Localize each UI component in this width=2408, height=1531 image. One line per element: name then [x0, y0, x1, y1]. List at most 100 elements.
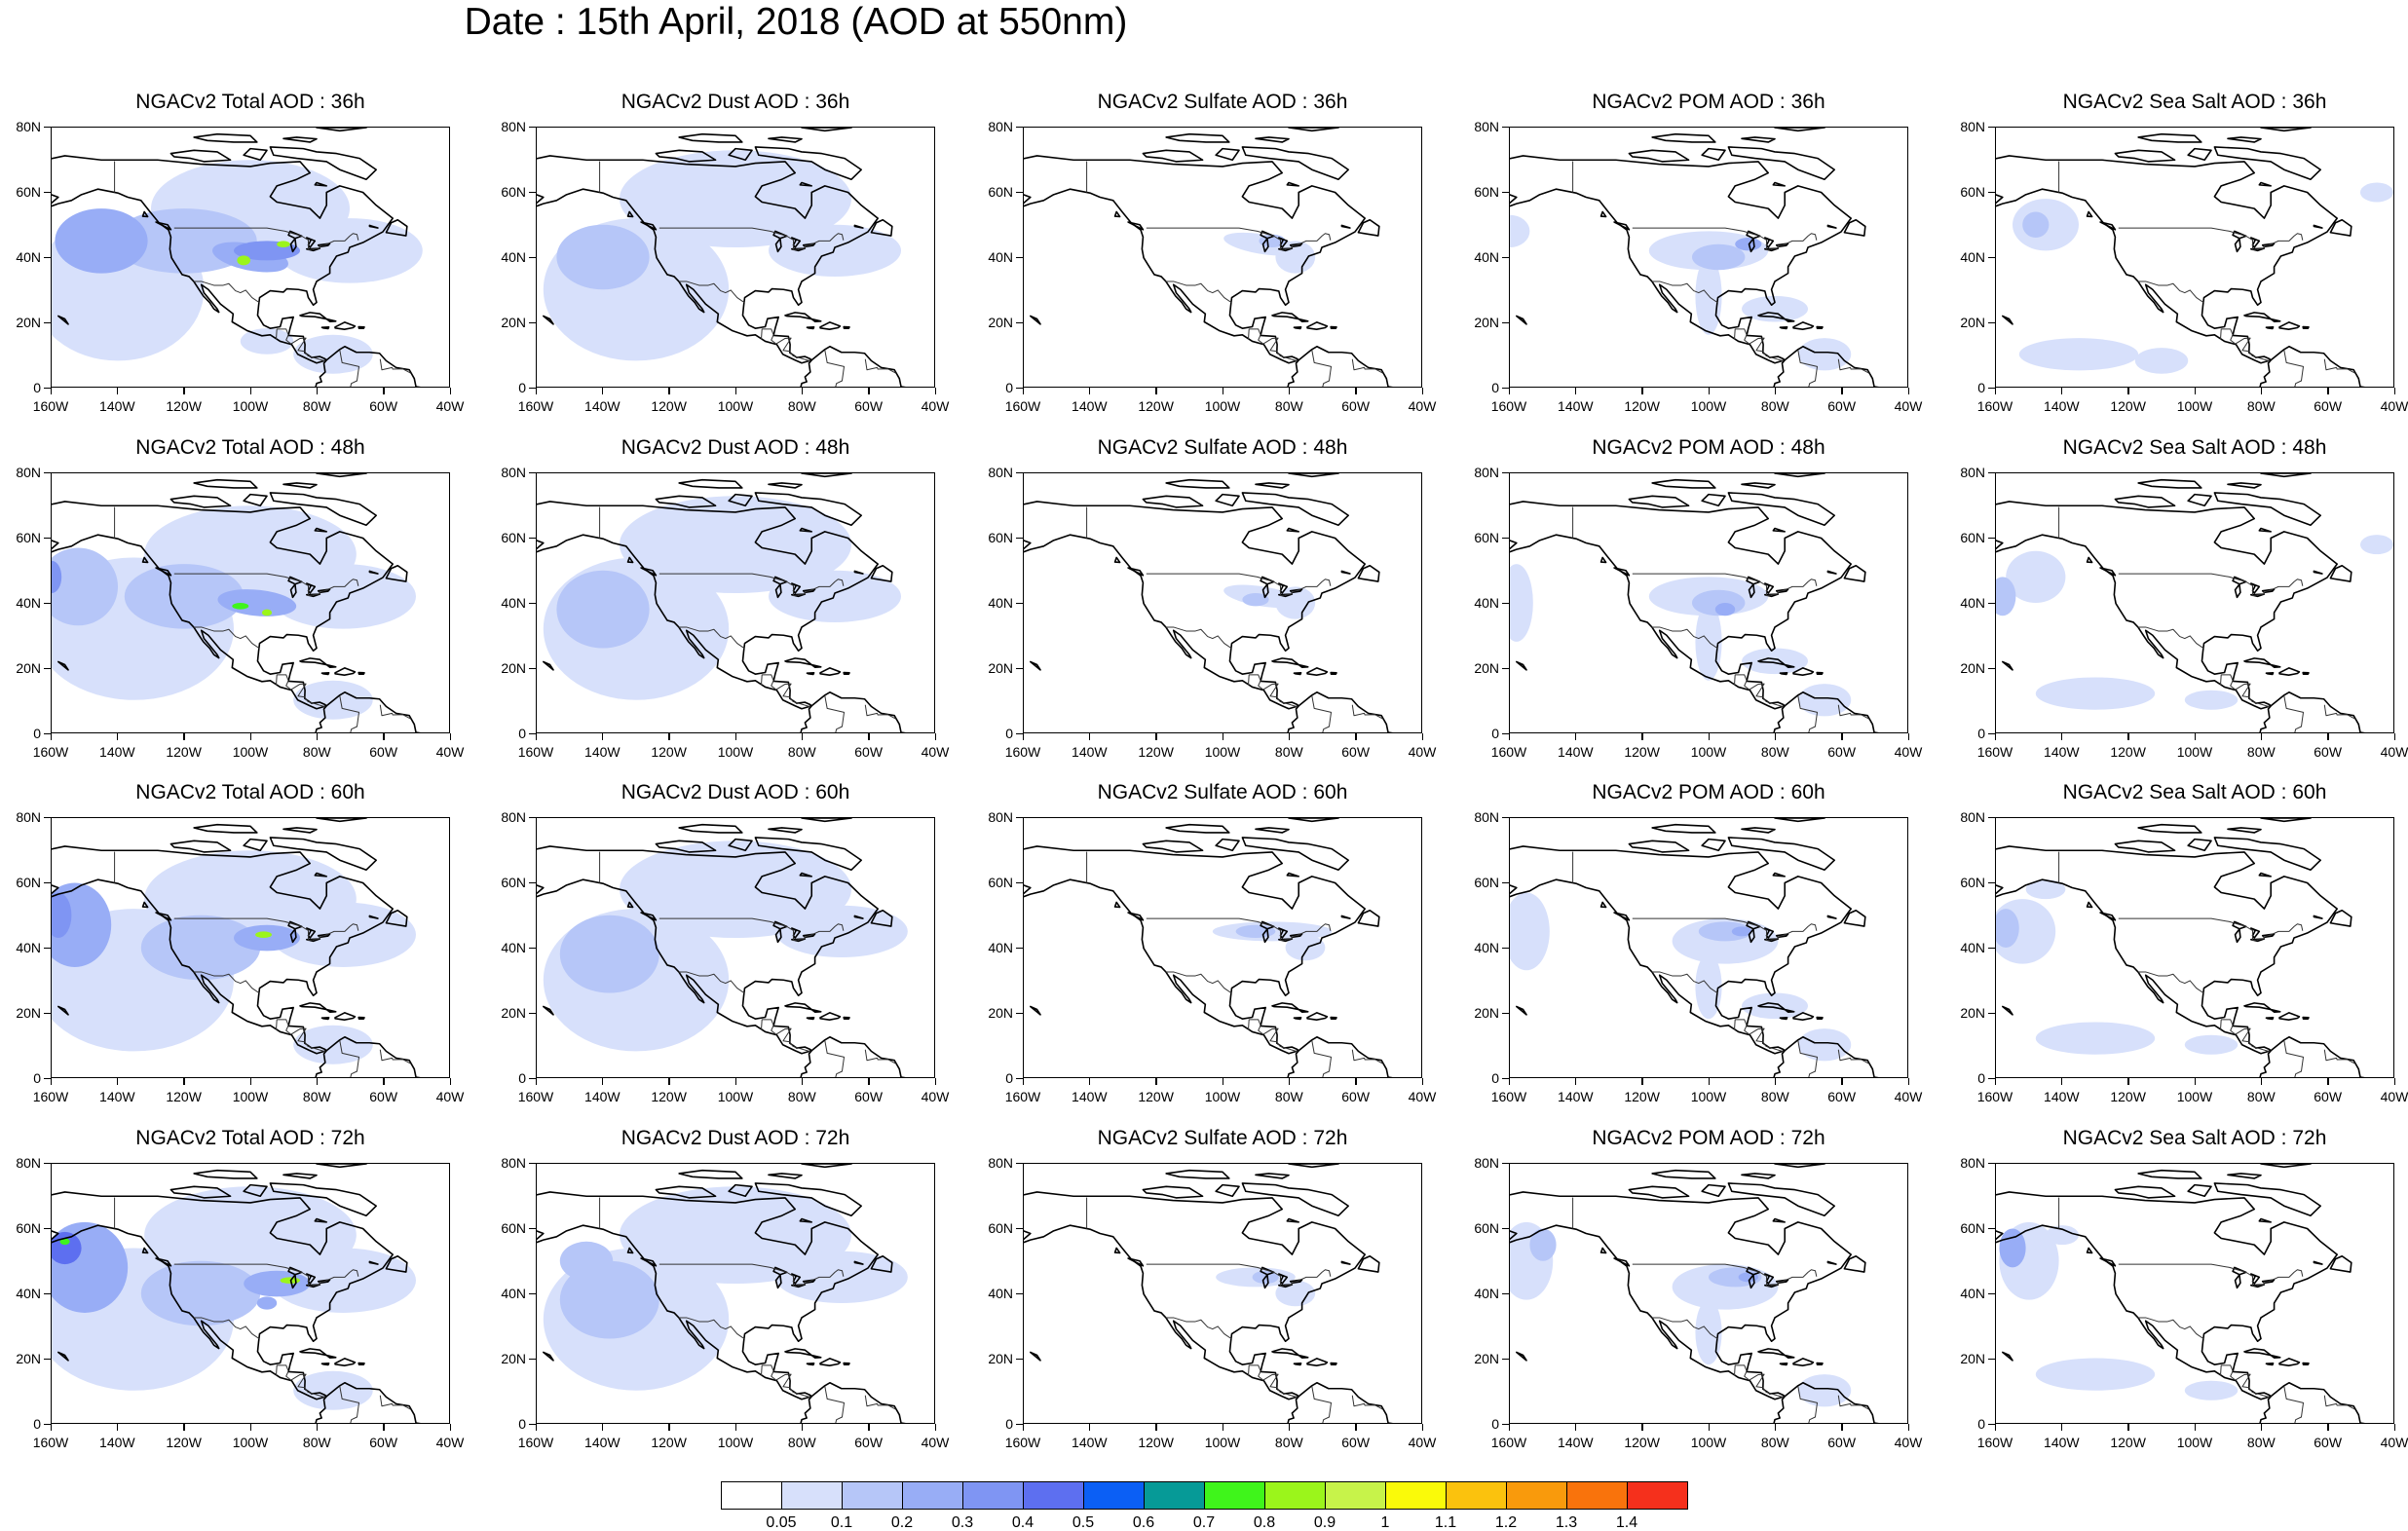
lon-tick-label: 60W — [854, 1435, 884, 1450]
lon-tick-mark — [801, 733, 804, 740]
lon-tick-mark — [1994, 1424, 1996, 1431]
lon-tick-mark — [2393, 1424, 2395, 1431]
lat-tick-mark — [529, 321, 536, 323]
lon-tick-label: 160W — [1004, 1435, 1041, 1450]
map-frame — [536, 817, 935, 1078]
panel-sulfate-48h: NGACv2 Sulfate AOD : 48h 80N 60N 40N 20N 0 160… — [972, 433, 1459, 772]
lon-tick-mark — [2393, 1078, 2395, 1085]
lon-tick-label: 140W — [2044, 1435, 2080, 1450]
aod-plume — [1510, 214, 1530, 248]
lon-tick-label: 160W — [32, 1435, 69, 1450]
panel-title: NGACv2 Sea Salt AOD : 36h — [2062, 91, 2327, 113]
lon-tick-mark — [449, 1424, 451, 1431]
lat-tick-label: 0 — [1491, 726, 1499, 741]
lon-tick-mark — [934, 388, 936, 394]
lat-tick-mark — [44, 1227, 51, 1229]
aod-plume — [240, 328, 294, 355]
lon-tick-mark — [1774, 388, 1777, 394]
map-frame — [51, 817, 450, 1078]
lat-tick-mark — [1502, 256, 1509, 258]
lat-tick-mark — [1016, 816, 1023, 818]
lon-tick-mark — [183, 733, 185, 740]
lon-tick-mark — [249, 733, 251, 740]
map-frame — [51, 1163, 450, 1424]
lon-tick-mark — [2393, 388, 2395, 394]
lon-tick-mark — [249, 388, 251, 394]
lon-tick-mark — [1222, 733, 1223, 740]
aod-map — [52, 473, 449, 732]
colorbar-label: 0.2 — [890, 1514, 914, 1531]
colorbar-swatch — [1446, 1481, 1507, 1510]
lon-tick-label: 60W — [369, 1435, 398, 1450]
colorbar-swatch — [1506, 1481, 1567, 1510]
lon-tick-label: 80W — [1274, 398, 1303, 414]
lon-tick-mark — [2260, 1424, 2263, 1431]
lat-tick-mark — [44, 667, 51, 669]
lon-tick-label: 60W — [1827, 398, 1857, 414]
lon-tick-mark — [1641, 1078, 1643, 1085]
aod-map — [537, 473, 934, 732]
lon-tick-label: 80W — [1274, 1435, 1303, 1450]
lon-tick-label: 160W — [32, 398, 69, 414]
lon-tick-mark — [383, 388, 385, 394]
lon-tick-label: 40W — [1408, 1435, 1437, 1450]
lat-tick-mark — [1988, 537, 1995, 539]
coastlines — [537, 128, 921, 387]
lat-tick-label: 60N — [1960, 184, 1985, 200]
aod-plume — [1996, 909, 2019, 948]
lat-tick-label: 40N — [988, 940, 1013, 955]
aod-map — [52, 1164, 449, 1423]
lat-tick-mark — [44, 1423, 51, 1425]
lon-tick-label: 40W — [1894, 1089, 1923, 1104]
map-frame — [536, 472, 935, 733]
lon-tick-mark — [1508, 1424, 1510, 1431]
coastlines — [537, 818, 921, 1077]
lon-tick-label: 160W — [1490, 744, 1527, 760]
lon-tick-mark — [1708, 388, 1710, 394]
lon-tick-label: 120W — [1138, 398, 1174, 414]
colorbar-swatch — [1144, 1481, 1205, 1510]
lon-tick-mark — [449, 388, 451, 394]
lon-tick-mark — [601, 388, 604, 394]
lon-tick-label: 140W — [1558, 1435, 1594, 1450]
lat-tick-label: 20N — [988, 1351, 1013, 1366]
lon-tick-label: 60W — [854, 1089, 884, 1104]
lon-tick-label: 140W — [1072, 1435, 1108, 1450]
lon-tick-label: 100W — [232, 1089, 269, 1104]
lat-tick-mark — [1016, 667, 1023, 669]
lon-tick-label: 100W — [232, 398, 269, 414]
lat-tick-label: 60N — [16, 1220, 41, 1236]
lat-tick-mark — [1016, 1423, 1023, 1425]
aod-map — [1996, 818, 2393, 1077]
aod-plume — [2184, 1034, 2239, 1055]
aod-map — [1996, 473, 2393, 732]
aod-map — [1996, 1164, 2393, 1423]
lon-tick-label: 100W — [1204, 744, 1241, 760]
lat-tick-mark — [44, 732, 51, 734]
lat-tick-label: 40N — [501, 940, 526, 955]
aod-map — [537, 818, 921, 1077]
lat-tick-mark — [1988, 667, 1995, 669]
lon-tick-label: 120W — [1138, 1089, 1174, 1104]
aod-plume — [2184, 1380, 2239, 1400]
aod-plume — [774, 905, 908, 957]
lat-tick-mark — [1988, 321, 1995, 323]
lon-tick-mark — [116, 1078, 119, 1085]
lon-tick-mark — [1508, 733, 1510, 740]
lon-tick-label: 120W — [651, 398, 687, 414]
panel-title: NGACv2 Dust AOD : 72h — [621, 1127, 850, 1149]
lat-tick-mark — [529, 816, 536, 818]
lon-tick-label: 40W — [435, 398, 465, 414]
colorbar-swatch — [1385, 1481, 1447, 1510]
lat-tick-mark — [1502, 1227, 1509, 1229]
lon-tick-mark — [2127, 1424, 2129, 1431]
lat-tick-mark — [1988, 1358, 1995, 1360]
lat-tick-label: 40N — [1960, 1286, 1985, 1301]
aod-plume — [774, 1251, 908, 1303]
coastlines — [1996, 1164, 2380, 1423]
lon-tick-label: 100W — [717, 398, 754, 414]
lat-tick-mark — [1988, 471, 1995, 473]
colorbar-swatch — [842, 1481, 903, 1510]
colorbar: 0.05 0.1 0.2 0.3 0.4 0.5 0.6 0.7 0.8 0.9 1 1.1 1.2 1.… — [721, 1481, 1688, 1531]
aod-plume — [55, 208, 148, 274]
